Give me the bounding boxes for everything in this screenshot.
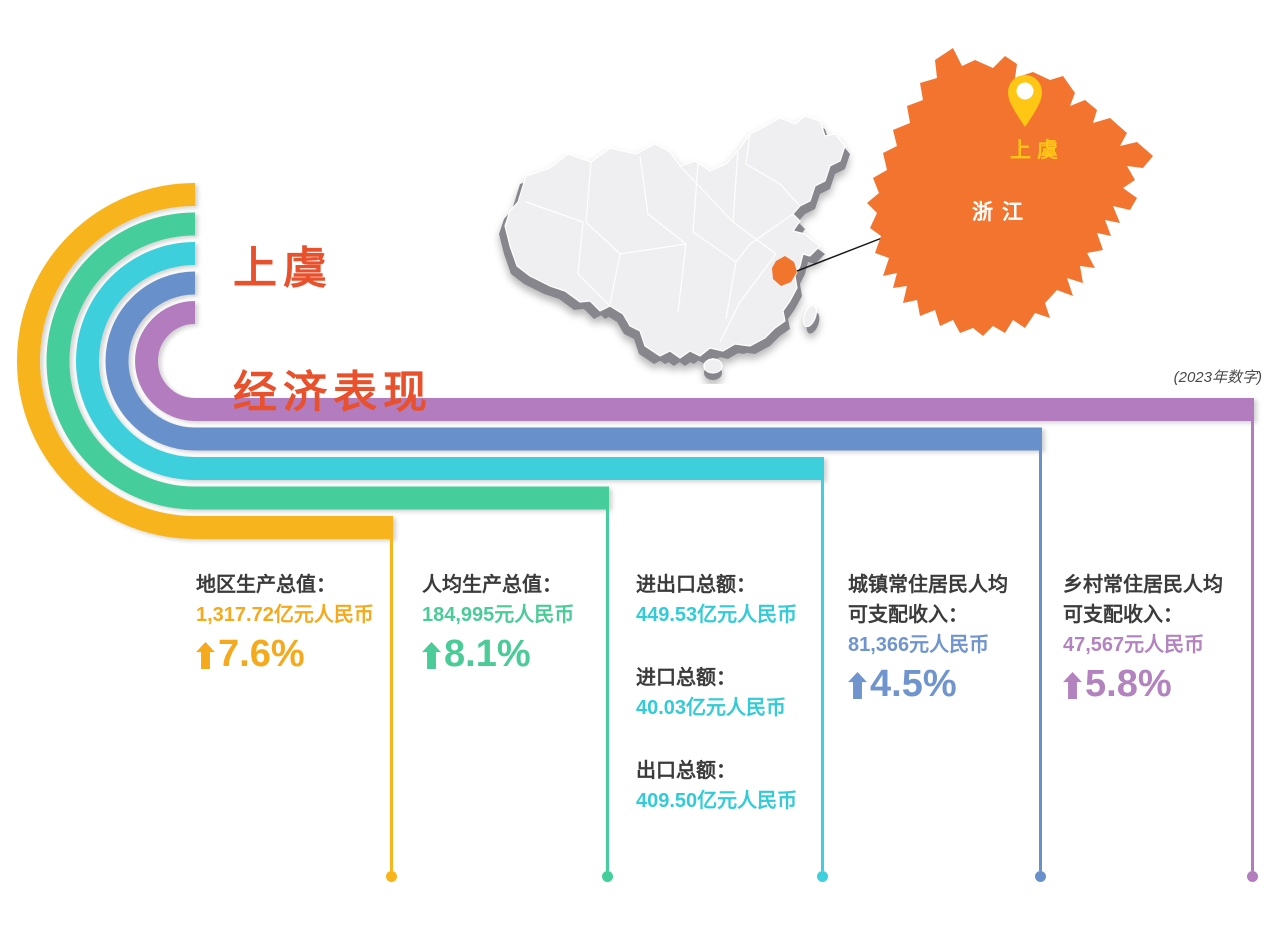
map-zhejiang-highlight (772, 256, 797, 286)
up-arrow-icon (422, 642, 441, 669)
stat-label: 进出口总额： (636, 574, 756, 596)
stat-change-value: 7.6% (218, 633, 305, 675)
stat-urban-income: 城镇常住居民人均 可支配收入： 81,366元人民币 4.5% (848, 570, 1058, 704)
ribbon-band-urban-income (105, 271, 1042, 451)
stat-change-value: 8.1% (444, 633, 531, 675)
year-note: (2023年数字) (1173, 369, 1262, 386)
page-title-line2: 经济表现 (233, 368, 433, 417)
province-label: 浙江 (972, 201, 1032, 224)
stat-change-value: 5.8% (1085, 663, 1172, 705)
zhejiang-province-fill (867, 48, 1153, 336)
stat-value: 449.53亿元人民币 (636, 604, 798, 626)
dot-gdp-per-capita (602, 871, 613, 882)
city-label: 上虞 (1010, 139, 1064, 162)
stat-trade-total: 进出口总额： 449.53亿元人民币 (636, 570, 846, 630)
stat-label-line1: 乡村常住居民人均 (1063, 574, 1223, 596)
dot-trade (817, 871, 828, 882)
dot-urban-income (1035, 871, 1046, 882)
stat-change: 5.8% (1063, 664, 1273, 704)
stat-gdp-per-capita: 人均生产总值： 184,995元人民币 8.1% (422, 570, 632, 674)
zhejiang-province-shape: 上虞 浙江 (867, 48, 1153, 336)
stat-label: 进口总额： (636, 667, 736, 689)
stat-change: 8.1% (422, 634, 632, 674)
stat-change: 7.6% (196, 634, 406, 674)
stat-rural-income: 乡村常住居民人均 可支配收入： 47,567元人民币 5.8% (1063, 570, 1273, 704)
stat-exports: 出口总额： 409.50亿元人民币 (636, 756, 846, 816)
page-title: 上虞 经济表现 (233, 176, 433, 486)
stat-value: 184,995元人民币 (422, 604, 575, 626)
ribbon-band-rural-income (135, 301, 1254, 421)
stat-label-line1: 城镇常住居民人均 (848, 574, 1008, 596)
page-title-line1: 上虞 (233, 244, 333, 293)
dot-regional-gdp (386, 871, 397, 882)
dot-rural-income (1247, 871, 1258, 882)
location-pin-icon (1008, 75, 1042, 127)
stat-label: 地区生产总值： (196, 574, 336, 596)
china-map (499, 115, 850, 380)
stat-value: 40.03亿元人民币 (636, 697, 787, 719)
stat-label: 出口总额： (636, 760, 736, 782)
stat-value: 81,366元人民币 (848, 634, 990, 656)
stat-value: 1,317.72亿元人民币 (196, 604, 374, 626)
stat-label-line2: 可支配收入： (848, 604, 968, 626)
map-province-borders (525, 133, 801, 343)
stat-change-value: 4.5% (870, 663, 957, 705)
ribbon-band-gdp-per-capita (46, 212, 609, 510)
ribbon-band-regional-gdp (17, 183, 393, 539)
stat-value: 47,567元人民币 (1063, 634, 1205, 656)
stat-label: 人均生产总值： (422, 574, 562, 596)
stat-trade: 进出口总额： 449.53亿元人民币 进口总额： 40.03亿元人民币 出口总额… (636, 570, 846, 849)
stat-label-line2: 可支配收入： (1063, 604, 1183, 626)
up-arrow-icon (1063, 672, 1082, 699)
stat-value: 409.50亿元人民币 (636, 790, 798, 812)
up-arrow-icon (848, 672, 867, 699)
up-arrow-icon (196, 642, 215, 669)
stat-change: 4.5% (848, 664, 1058, 704)
stat-imports: 进口总额： 40.03亿元人民币 (636, 663, 846, 723)
ribbon-band-trade (76, 242, 824, 480)
stat-regional-gdp: 地区生产总值： 1,317.72亿元人民币 7.6% (196, 570, 406, 674)
